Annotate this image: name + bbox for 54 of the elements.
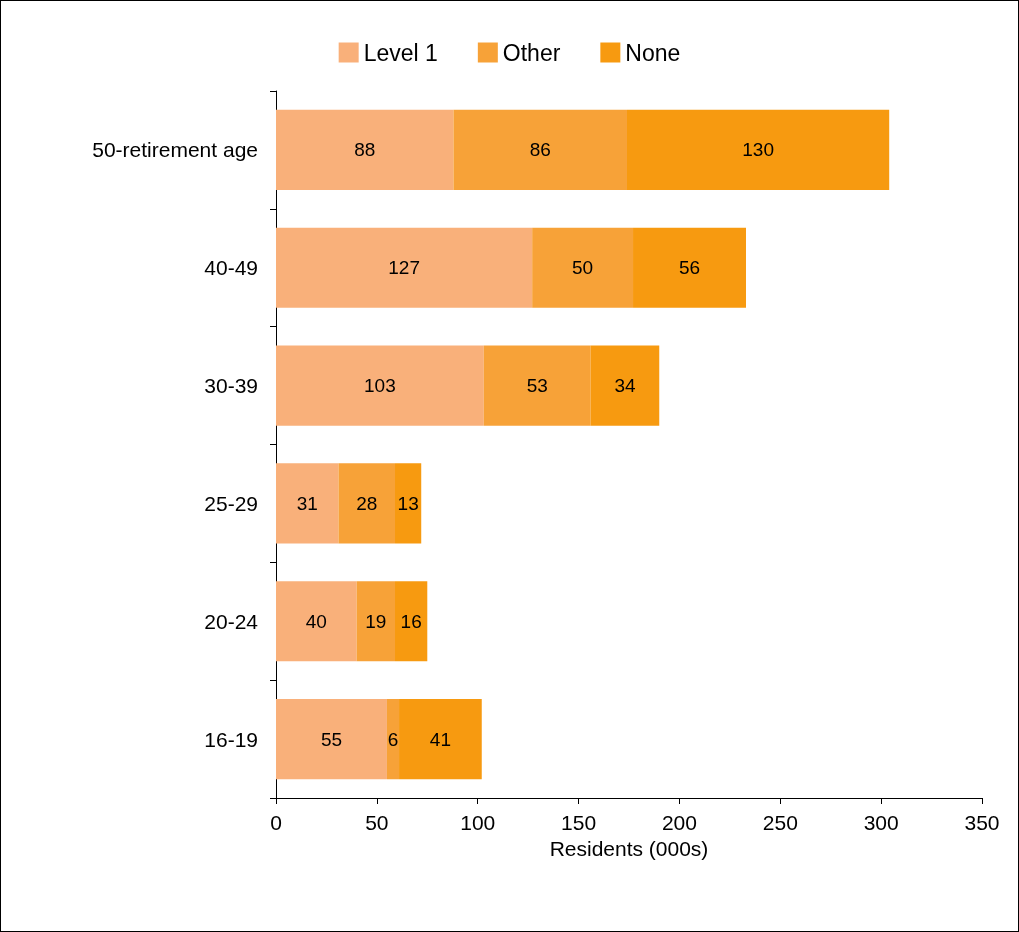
bar <box>276 699 387 780</box>
data-label: 13 <box>397 492 419 514</box>
y-tick-label: 30-39 <box>204 374 258 398</box>
bar <box>276 581 357 662</box>
data-label: 6 <box>387 728 399 750</box>
data-label: 53 <box>526 375 548 397</box>
y-tick-label: 25-29 <box>204 491 258 515</box>
bar <box>276 463 339 544</box>
data-label: 41 <box>429 728 451 750</box>
data-label: 86 <box>529 139 551 161</box>
y-tick-label: 20-24 <box>204 609 259 633</box>
data-label: 55 <box>320 728 343 750</box>
data-label: 103 <box>364 375 396 397</box>
bar <box>483 345 591 426</box>
x-tick-label: 150 <box>561 811 597 834</box>
data-label: 56 <box>678 257 701 279</box>
bar <box>276 227 533 308</box>
bar <box>532 227 634 308</box>
bar <box>338 463 396 544</box>
bar <box>453 109 627 190</box>
bar <box>356 581 396 662</box>
x-axis-title: Residents (000s) <box>549 837 709 860</box>
data-label: 19 <box>365 610 387 632</box>
data-label: 34 <box>614 375 636 397</box>
y-tick-label: 16-19 <box>204 727 258 751</box>
data-label: 40 <box>305 610 327 632</box>
data-label: 31 <box>296 492 318 514</box>
x-tick-label: 300 <box>863 811 899 834</box>
bar <box>276 345 484 426</box>
bar <box>590 345 660 426</box>
data-label: 130 <box>742 139 774 161</box>
bar <box>399 699 482 780</box>
x-tick-label: 200 <box>661 811 697 834</box>
x-tick-label: 250 <box>762 811 798 834</box>
bar <box>386 699 400 780</box>
x-tick-label: 50 <box>365 811 389 834</box>
data-label: 88 <box>354 139 376 161</box>
bar <box>633 227 746 308</box>
x-tick-label: 100 <box>460 811 496 834</box>
bar <box>395 463 422 544</box>
data-label: 127 <box>388 257 420 279</box>
data-label: 50 <box>572 257 594 279</box>
data-label: 16 <box>400 610 422 632</box>
bar <box>395 581 428 662</box>
data-label: 28 <box>356 492 378 514</box>
y-tick-label: 50-retirement age <box>92 138 258 162</box>
bar <box>276 109 454 190</box>
x-tick-label: 0 <box>270 811 282 834</box>
bar <box>626 109 890 190</box>
legend-label: None <box>625 39 681 66</box>
x-tick-label: 350 <box>964 811 1000 834</box>
legend-label: Level 1 <box>363 39 438 66</box>
legend-label: Other <box>502 39 561 66</box>
y-tick-label: 40-49 <box>204 256 258 280</box>
